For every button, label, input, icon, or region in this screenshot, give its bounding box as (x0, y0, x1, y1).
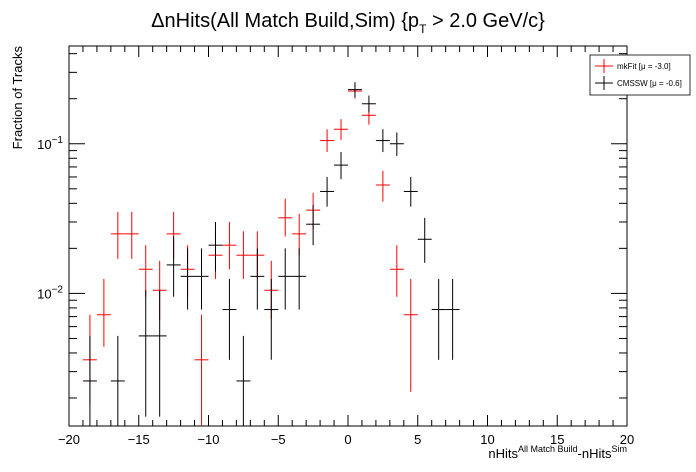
data-point (222, 222, 237, 270)
data-point (194, 314, 209, 426)
data-point (389, 132, 404, 156)
data-point (96, 278, 111, 347)
data-point (375, 170, 390, 202)
data-point (222, 278, 237, 360)
data-point (445, 278, 460, 360)
data-point (320, 129, 335, 153)
data-series (82, 82, 460, 426)
x-axis-title: nHitsAll Match Build-nHitsSim (488, 444, 627, 461)
x-tick-label: 15 (550, 432, 564, 447)
data-point (166, 236, 181, 297)
y-axis-title: Fraction of Tracks (10, 46, 25, 150)
legend-box (589, 54, 691, 96)
data-point (236, 335, 251, 426)
data-point (278, 248, 293, 310)
x-axis: −20 −15 −10 −5 0 5 10 15 20 (58, 46, 634, 447)
series-mkfit (82, 83, 418, 426)
plot-frame (68, 45, 628, 427)
data-point (152, 290, 167, 417)
x-tick-label: −10 (197, 432, 219, 447)
data-point (334, 152, 348, 180)
data-point (236, 231, 251, 279)
data-point (264, 278, 279, 360)
data-point (292, 213, 307, 256)
data-point (110, 211, 125, 259)
data-point (375, 129, 390, 153)
x-tick-label: 5 (414, 432, 421, 447)
y-tick-label: 10−2 (37, 284, 63, 301)
x-tick-label: −15 (128, 432, 150, 447)
legend-entries: mkFit [μ = -3.0] CMSSW [μ = -0.6] (595, 59, 682, 90)
data-point (138, 290, 153, 417)
legend-entry: mkFit [μ = -3.0] (595, 59, 671, 73)
x-tick-label: 20 (620, 432, 634, 447)
x-tick-label: 0 (344, 432, 351, 447)
legend-entry: CMSSW [μ = -0.6] (595, 76, 682, 90)
data-point (306, 204, 321, 246)
data-point (334, 119, 348, 140)
data-point (250, 248, 265, 310)
data-point (124, 211, 139, 259)
x-tick-label: 10 (480, 432, 494, 447)
y-tick-label: 10−1 (37, 135, 63, 152)
data-point (361, 95, 376, 113)
x-tick-label: −20 (58, 432, 80, 447)
data-point (403, 176, 418, 207)
legend-label: mkFit [μ = -3.0] (617, 62, 671, 71)
data-point (320, 176, 335, 207)
data-point (208, 222, 223, 272)
series-cmssw (82, 82, 460, 426)
data-point (348, 82, 362, 98)
x-tick-label: −5 (271, 432, 286, 447)
data-point (194, 248, 209, 310)
chart-title: ΔnHits(All Match Build,Sim) {pT > 2.0 Ge… (151, 10, 545, 36)
legend-label: CMSSW [μ = -0.6] (617, 79, 682, 88)
data-point (110, 335, 125, 426)
y-axis: 10−2 10−1 (37, 53, 627, 399)
data-point (180, 248, 195, 310)
data-point (389, 245, 404, 297)
data-point (292, 248, 307, 310)
data-point (403, 278, 418, 392)
data-point (138, 245, 153, 297)
data-point (278, 198, 293, 237)
data-point (82, 335, 97, 426)
legend: mkFit [μ = -3.0] CMSSW [μ = -0.6] (589, 54, 691, 96)
data-point (431, 278, 446, 360)
data-point (417, 217, 432, 263)
